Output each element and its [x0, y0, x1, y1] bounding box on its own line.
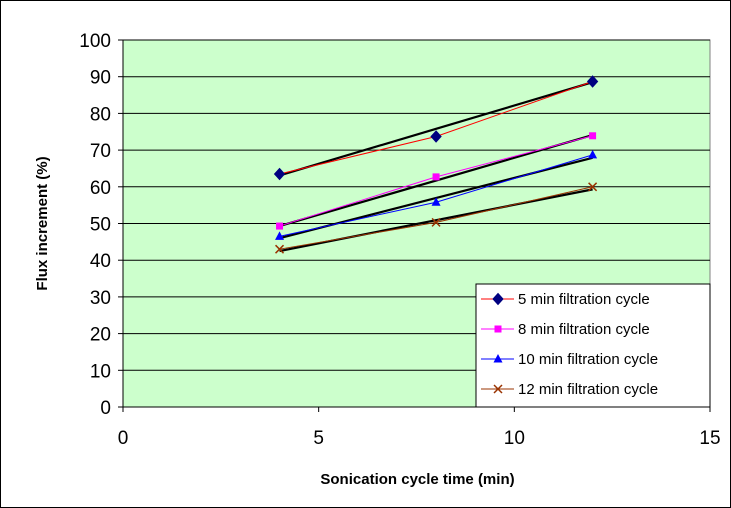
y-tick-label-50: 50	[90, 215, 111, 236]
x-tick-label-0: 0	[118, 428, 129, 449]
data-point-2-0	[275, 231, 285, 240]
legend-box	[475, 283, 711, 408]
y-tick-label-100: 100	[79, 31, 111, 52]
legend: 5 min filtration cycle 8 min filtration c…	[475, 283, 711, 408]
data-point-2-1	[431, 197, 441, 206]
trendline-1	[279, 133, 593, 228]
legend-marker-3-stroke-b	[493, 384, 503, 394]
x-axis-title: Sonication cycle time (min)	[320, 471, 514, 488]
data-point-3-1	[431, 217, 441, 227]
y-tick-label-0: 0	[100, 398, 111, 419]
x-tick-label-10: 10	[504, 428, 525, 449]
legend-marker-2	[493, 354, 503, 363]
legend-marker-3	[493, 384, 503, 394]
legend-label-2: 10 min filtration cycle	[518, 351, 658, 368]
data-point-3-0	[275, 244, 285, 254]
legend-marker-1	[494, 325, 502, 333]
tick-labels: 0 10 20 30 40 50 60 70 80 90 100 0 5 10 15	[79, 31, 720, 449]
legend-label-3: 12 min filtration cycle	[518, 381, 658, 398]
y-tick-label-30: 30	[90, 288, 111, 309]
y-tick-label-10: 10	[90, 361, 111, 382]
legend-label-1: 8 min filtration cycle	[518, 321, 650, 338]
y-tick-label-90: 90	[90, 68, 111, 89]
y-tick-label-40: 40	[90, 251, 111, 272]
data-point-3-0-stroke-b	[275, 244, 285, 254]
data-point-1-1	[432, 173, 440, 181]
data-point-0-2	[586, 75, 599, 88]
data-point-1-0	[276, 222, 284, 230]
gridlines	[123, 39, 710, 371]
data-point-3-2-stroke-b	[588, 182, 598, 192]
y-tick-label-20: 20	[90, 325, 111, 346]
y-tick-label-80: 80	[90, 104, 111, 125]
data-point-0-1	[430, 130, 442, 143]
x-tick-label-5: 5	[313, 428, 324, 449]
trendline-0	[279, 81, 593, 177]
data-point-3-1-stroke-b	[431, 217, 441, 227]
y-tick-label-60: 60	[90, 178, 111, 199]
data-point-0-0	[273, 167, 286, 181]
y-tick-label-70: 70	[90, 141, 111, 162]
legend-marker-0	[492, 292, 504, 306]
series-markers	[273, 75, 599, 254]
data-point-2-2	[588, 149, 598, 159]
y-axis-title: Flux increment (%)	[34, 156, 51, 290]
legend-label-0: 5 min filtration cycle	[518, 291, 650, 308]
data-point-3-2	[588, 182, 598, 192]
x-tick-label-15: 15	[699, 428, 720, 449]
data-point-1-2	[589, 132, 597, 140]
